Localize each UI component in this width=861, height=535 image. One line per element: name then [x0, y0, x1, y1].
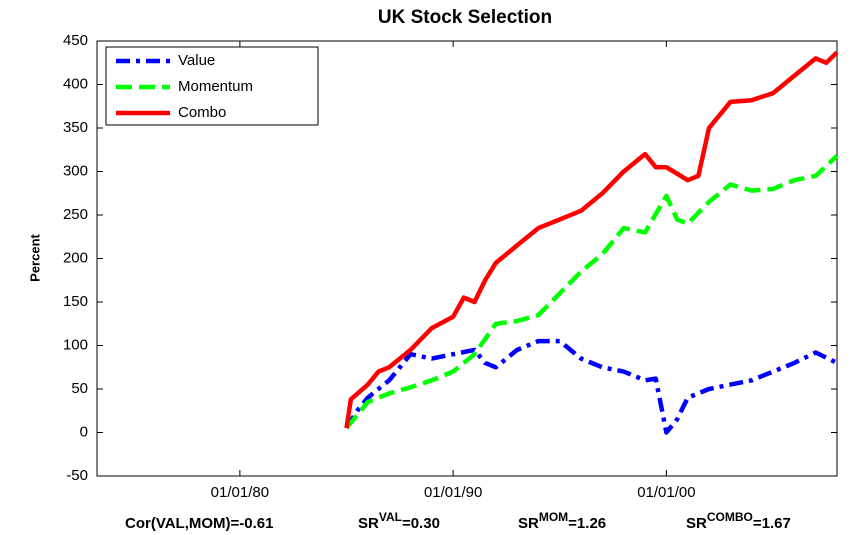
y-tick-label: 200 — [63, 249, 88, 266]
legend-label: Combo — [178, 104, 226, 121]
annotation: SRCOMBO=1.67 — [686, 510, 791, 532]
y-tick-label: 150 — [63, 293, 88, 310]
y-tick-label: 450 — [63, 32, 88, 49]
annotation-base: SR — [686, 515, 707, 532]
annotation-text: =1.26 — [568, 515, 606, 532]
y-tick-label: -50 — [66, 467, 88, 484]
annotation-sup: COMBO — [707, 510, 753, 524]
annotation-text: Cor(VAL,MOM)=-0.61 — [125, 515, 273, 532]
legend-label: Value — [178, 52, 215, 69]
annotation-sup: MOM — [539, 510, 568, 524]
line-series — [344, 338, 838, 435]
y-tick-label: 0 — [80, 423, 88, 440]
y-tick-label: 250 — [63, 206, 88, 223]
legend-label: Momentum — [178, 78, 253, 95]
annotation-base: SR — [358, 515, 379, 532]
annotation: SRVAL=0.30 — [358, 510, 440, 532]
y-axis-label: Percent — [27, 233, 42, 281]
annotation: SRMOM=1.26 — [518, 510, 606, 532]
x-tick-label: 01/01/90 — [424, 484, 482, 501]
x-tick-label: 01/01/80 — [211, 484, 269, 501]
annotation-text: =1.67 — [753, 515, 791, 532]
annotation-text: =0.30 — [402, 515, 440, 532]
y-tick-label: 400 — [63, 75, 88, 92]
y-tick-label: 100 — [63, 336, 88, 353]
y-tick-label: 50 — [71, 380, 88, 397]
y-tick-label: 350 — [63, 119, 88, 136]
annotation-sup: VAL — [379, 510, 402, 524]
y-tick-label: 300 — [63, 162, 88, 179]
x-tick-label: 01/01/00 — [637, 484, 695, 501]
line-series — [344, 154, 839, 430]
chart-title: UK Stock Selection — [378, 7, 552, 28]
annotation-base: SR — [518, 515, 539, 532]
line-series — [344, 50, 839, 429]
annotation: Cor(VAL,MOM)=-0.61 — [125, 515, 273, 532]
